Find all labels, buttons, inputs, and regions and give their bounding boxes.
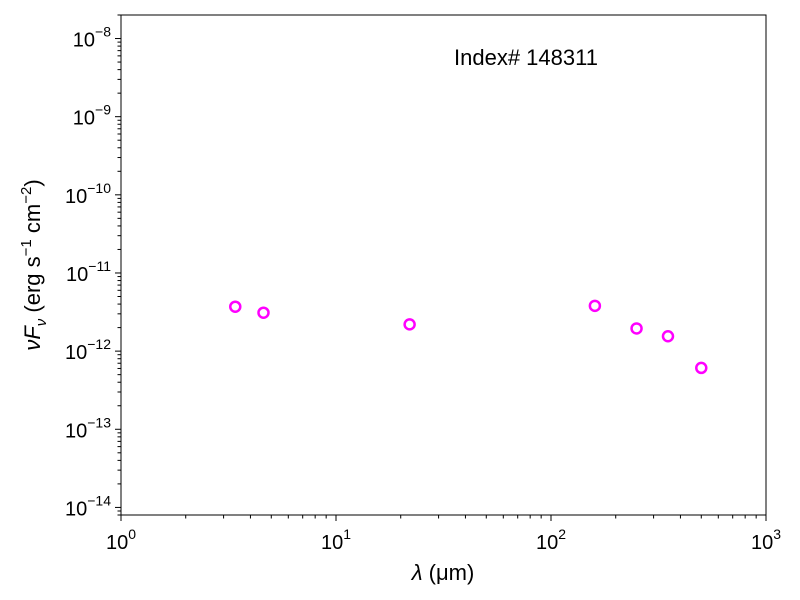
x-axis-unit: (μm) <box>429 560 475 585</box>
y-axis-exp2: −2 <box>18 187 35 204</box>
data-points <box>229 299 708 375</box>
y-axis-exp1: −1 <box>18 239 35 256</box>
index-annotation: Index# 148311 <box>454 45 598 70</box>
data-point <box>257 306 270 319</box>
x-tick-labels: 100 101 102 103 <box>106 526 781 554</box>
x-tick-label: 100 <box>106 526 136 554</box>
plot-frame <box>120 14 767 516</box>
data-point <box>695 361 708 375</box>
y-tick-label: 10−9 <box>73 102 111 130</box>
x-axis-symbol: λ <box>411 560 423 585</box>
data-point <box>661 330 675 343</box>
y-tick-label: 10−8 <box>73 24 111 52</box>
y-axis-title: νFν (erg s−1 cm−2) <box>18 179 50 350</box>
data-point <box>229 300 242 313</box>
x-axis-title: λ (μm) <box>411 560 475 585</box>
y-tick-label: 10−14 <box>65 492 111 520</box>
x-tick-label: 103 <box>751 526 781 554</box>
y-axis-unit-mid: cm <box>20 204 45 239</box>
data-point <box>403 318 416 331</box>
minor-ticks <box>117 14 757 519</box>
y-axis-symbol: νF <box>20 325 45 351</box>
x-tick-label: 102 <box>536 526 566 554</box>
data-point <box>588 299 602 313</box>
y-axis-subscript: ν <box>33 318 50 326</box>
y-tick-label: 10−10 <box>65 180 111 208</box>
y-tick-label: 10−11 <box>66 258 111 286</box>
y-tick-label: 10−12 <box>65 336 111 364</box>
y-axis-unit-start: (erg s <box>20 256 45 312</box>
x-tick-label: 101 <box>321 526 351 554</box>
data-point <box>630 322 643 335</box>
y-tick-label: 10−13 <box>65 414 111 442</box>
y-axis-unit-suffix: ) <box>20 179 45 186</box>
y-tick-labels: 10−14 10−13 10−12 10−11 10−10 10−9 10−8 <box>65 24 111 521</box>
major-ticks <box>115 38 767 521</box>
